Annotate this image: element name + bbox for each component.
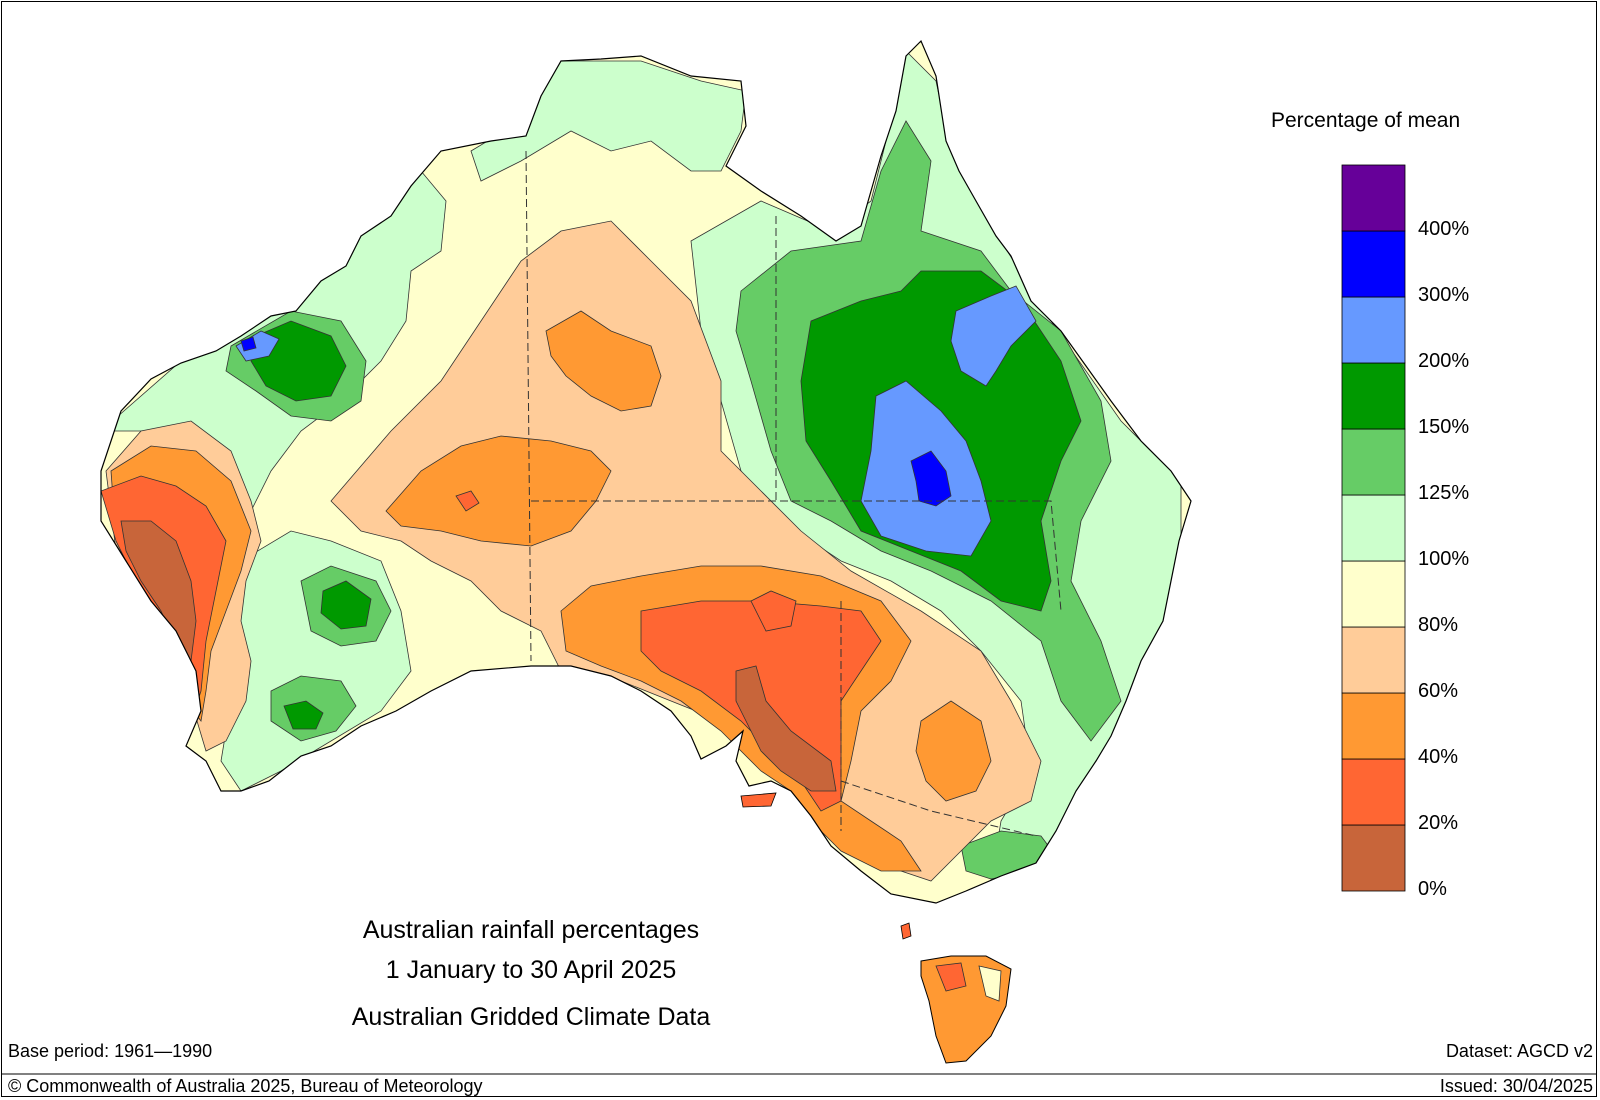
legend-swatch-0-20 xyxy=(1341,824,1406,892)
zone-sa-east-20 xyxy=(750,590,797,632)
zone-gascoyne-150 xyxy=(320,580,372,630)
dataset-label: Dataset: AGCD v2 xyxy=(1445,1041,1593,1061)
state-borders xyxy=(525,150,1062,837)
mainland-outline xyxy=(100,39,1192,904)
legend-swatch-150-200 xyxy=(1341,362,1406,430)
zone-pilbara-200 xyxy=(235,330,280,362)
legend-label-40-60: 40% xyxy=(1418,746,1459,768)
tasmania-south-dry xyxy=(935,962,967,992)
zone-central-20 xyxy=(455,490,480,512)
zone-nt-40 xyxy=(545,310,662,412)
map-title-line2: 1 January to 30 April 2025 xyxy=(385,956,677,984)
legend-title: Percentage of mean xyxy=(1271,109,1461,132)
rainfall-zones xyxy=(101,50,1182,882)
legend-swatch-100-125 xyxy=(1341,494,1406,562)
tasmania-east-wet xyxy=(978,965,1002,1002)
legend-label-60-80: 60% xyxy=(1418,680,1459,702)
base-period: Base period: 1961—1990 xyxy=(8,1041,213,1061)
zone-sa-0 xyxy=(735,665,837,792)
legend-label-400+: 400% xyxy=(1418,218,1470,240)
kangaroo-island xyxy=(740,792,777,808)
zone-central-40 xyxy=(385,435,612,547)
legend-label-80-100: 80% xyxy=(1418,614,1459,636)
legend-swatch-80-100 xyxy=(1341,560,1406,628)
legend-swatch-400+ xyxy=(1341,164,1406,232)
legend-label-200-300: 200% xyxy=(1418,350,1470,372)
legend-bar xyxy=(1341,164,1406,892)
legend-label-300-400: 300% xyxy=(1418,284,1470,306)
zone-pilbara-300 xyxy=(240,336,257,352)
zone-victoria-40 xyxy=(915,700,992,802)
legend-swatch-200-300 xyxy=(1341,296,1406,364)
border-nsw-vic xyxy=(840,780,1037,837)
issued-date: Issued: 30/04/2025 xyxy=(1439,1076,1593,1096)
king-island xyxy=(900,922,912,940)
legend-swatch-300-400 xyxy=(1341,230,1406,298)
legend-swatch-40-60 xyxy=(1341,692,1406,760)
legend-swatch-125-150 xyxy=(1341,428,1406,496)
map-title-line1: Australian rainfall percentages xyxy=(362,916,700,944)
legend-label-125-150: 125% xyxy=(1418,482,1470,504)
border-sa-nsw xyxy=(756,500,1062,612)
legend-swatch-20-40 xyxy=(1341,758,1406,826)
legend-swatch-60-80 xyxy=(1341,626,1406,694)
map-title-line3: Australian Gridded Climate Data xyxy=(351,1003,711,1031)
legend-label-100-125: 100% xyxy=(1418,548,1470,570)
zone-queensland-200-coast xyxy=(950,285,1037,387)
legend-label-20-40: 20% xyxy=(1418,812,1459,834)
zone-central-dry xyxy=(330,220,1042,882)
legend-label-0-20: 0% xyxy=(1418,878,1447,900)
border-wa xyxy=(525,150,532,662)
copyright: © Commonwealth of Australia 2025, Bureau… xyxy=(8,1076,483,1096)
zone-southwest-150 xyxy=(283,700,324,730)
legend-label-150-200: 150% xyxy=(1418,416,1470,438)
